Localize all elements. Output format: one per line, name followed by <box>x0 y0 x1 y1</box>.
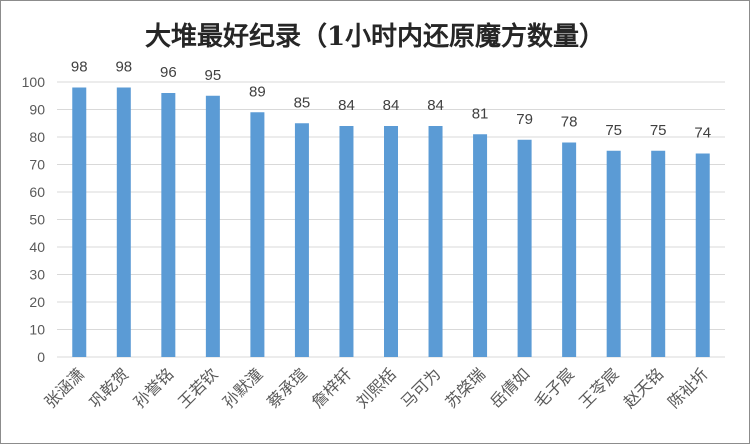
bar <box>473 134 488 357</box>
data-label: 75 <box>605 122 622 139</box>
category-label: 刘熙栝 <box>352 364 399 411</box>
bar <box>428 126 443 357</box>
bar <box>205 95 220 357</box>
bar <box>651 150 666 357</box>
data-label: 85 <box>294 94 311 111</box>
data-label: 81 <box>472 105 489 122</box>
y-tick-label: 80 <box>29 129 45 145</box>
data-label: 84 <box>383 97 400 114</box>
y-tick-label: 30 <box>29 267 45 283</box>
y-tick-label: 70 <box>29 157 45 173</box>
bars <box>72 87 710 357</box>
bar <box>695 153 710 357</box>
bar <box>384 126 398 357</box>
bar <box>339 126 354 357</box>
bar <box>116 87 131 357</box>
y-axis-ticks: 0 10 20 30 40 50 60 70 80 90 100 <box>22 74 46 365</box>
category-label: 王苓宸 <box>575 364 622 411</box>
bar <box>294 123 309 357</box>
bar <box>562 142 577 357</box>
data-label: 89 <box>249 83 266 100</box>
y-tick-label: 0 <box>37 349 45 365</box>
category-label: 陈祉圻 <box>664 364 711 411</box>
data-label: 79 <box>516 111 533 128</box>
x-axis-categories: 张涵潇巩乾贺孙誉铭王若钦孙默潼蔡承瑄詹梓轩刘熙栝马可为苏棨瑞岳倩如毛子宸王苓宸赵… <box>41 364 712 411</box>
data-label: 96 <box>160 64 177 81</box>
y-tick-label: 90 <box>29 102 45 118</box>
data-label: 84 <box>427 97 444 114</box>
category-label: 赵天铭 <box>620 364 667 411</box>
bar <box>250 112 265 357</box>
bar <box>606 150 621 357</box>
y-tick-label: 20 <box>29 294 45 310</box>
data-label: 84 <box>338 97 355 114</box>
category-label: 岳倩如 <box>486 364 533 411</box>
category-label: 苏棨瑞 <box>442 364 489 411</box>
category-label: 蔡承瑄 <box>263 364 310 411</box>
chart-title: 大堆最好纪录（1小时内还原魔方数量） <box>145 21 605 52</box>
data-label: 95 <box>205 67 222 84</box>
data-label: 78 <box>561 114 578 131</box>
y-tick-label: 100 <box>22 74 46 90</box>
bar <box>72 87 87 357</box>
data-labels: 98 98 96 95 89 85 84 84 84 81 79 78 75 75 74 <box>71 59 711 142</box>
category-label: 孙默潼 <box>219 364 266 411</box>
bar <box>161 93 176 357</box>
category-label: 詹梓轩 <box>308 364 355 411</box>
category-label: 马可为 <box>397 364 444 411</box>
category-label: 王若钦 <box>174 364 221 411</box>
y-tick-label: 40 <box>29 239 45 255</box>
data-label: 75 <box>650 122 667 139</box>
category-label: 孙誉铭 <box>130 364 177 411</box>
data-label: 98 <box>115 59 132 76</box>
y-tick-label: 10 <box>29 322 45 338</box>
category-label: 巩乾贺 <box>85 364 132 411</box>
category-label: 毛子宸 <box>531 364 578 411</box>
data-label: 98 <box>71 59 88 76</box>
data-label: 74 <box>694 125 711 142</box>
y-tick-label: 60 <box>29 184 45 200</box>
bar <box>517 139 532 357</box>
y-tick-label: 50 <box>29 212 45 228</box>
category-label: 张涵潇 <box>41 364 88 411</box>
